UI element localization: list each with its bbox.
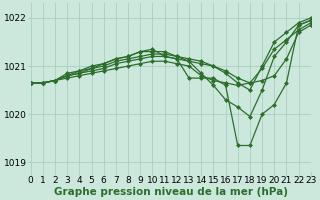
X-axis label: Graphe pression niveau de la mer (hPa): Graphe pression niveau de la mer (hPa) [54,187,288,197]
